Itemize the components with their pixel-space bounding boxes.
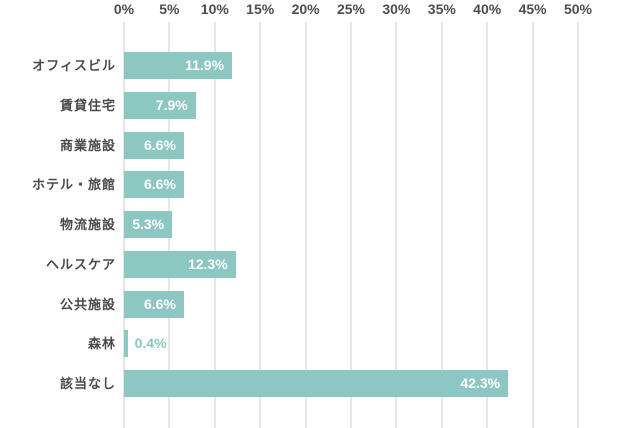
value-label: 12.3% — [187, 255, 228, 272]
bar: 42.3% — [124, 370, 509, 397]
bar: 7.9% — [124, 91, 196, 119]
bar: 6.6% — [124, 290, 184, 318]
value-label: 0.4% — [134, 335, 167, 352]
category-label: 賃貸住宅 — [59, 97, 116, 113]
value-label: 7.9% — [155, 96, 188, 113]
category-label: ホテル・旅館 — [31, 177, 116, 193]
bar-row: 6.6% — [124, 131, 578, 159]
bar-row: 6.6% — [124, 171, 578, 199]
bar-row: 5.3% — [124, 211, 578, 238]
gridline — [577, 22, 579, 428]
gridline — [259, 22, 261, 428]
x-axis: 0% 5% 10% 15% 20% 25% 30% 35% 40% 45% 50% — [114, 0, 592, 22]
x-tick-label: 50% — [563, 1, 593, 17]
value-label: 6.6% — [144, 295, 176, 312]
bar — [124, 330, 128, 358]
gridline — [395, 22, 397, 428]
bar-row: 12.3% — [124, 250, 578, 278]
gridline — [214, 22, 216, 428]
category-label: 公共施設 — [59, 296, 116, 312]
gridline — [532, 22, 534, 428]
x-tick-label: 20% — [291, 1, 320, 17]
bar: 5.3% — [124, 211, 173, 238]
bar: 12.3% — [124, 250, 236, 278]
category-label: 該当なし — [59, 376, 116, 391]
x-tick-label: 35% — [427, 1, 456, 17]
gridline — [441, 22, 443, 428]
bar-row: 0.4% — [124, 330, 578, 358]
gridline — [305, 22, 307, 428]
category-label: 森林 — [87, 336, 116, 352]
x-tick-label: 40% — [473, 1, 502, 17]
category-label: 商業施設 — [59, 137, 116, 153]
bar: 6.6% — [124, 131, 184, 159]
bar-row: 6.6% — [124, 290, 578, 318]
bar-row: 11.9% — [124, 52, 578, 79]
category-label: 物流施設 — [59, 217, 116, 232]
value-label: 11.9% — [185, 57, 225, 73]
bar-row: 42.3% — [124, 370, 578, 397]
value-label: 6.6% — [144, 176, 176, 193]
value-label: 5.3% — [132, 216, 165, 232]
x-tick-label: 45% — [518, 1, 547, 17]
gridline — [350, 22, 352, 428]
value-label: 42.3% — [460, 375, 501, 391]
x-tick-label: 25% — [336, 1, 366, 17]
x-tick-label: 10% — [200, 1, 229, 17]
x-tick-label: 30% — [382, 1, 411, 17]
bar-rows: 11.9% 7.9% 6.6% 6.6% 5.3% 12.3% 6.6% 0.4% 42.3% — [124, 22, 578, 428]
category-labels: オフィスビル賃貸住宅商業施設ホテル・旅館物流施設ヘルスケア公共施設森林該当なし — [0, 22, 116, 428]
category-label: オフィスビル — [32, 58, 116, 73]
value-label: 6.6% — [144, 136, 176, 153]
category-label: ヘルスケア — [45, 256, 116, 272]
x-tick-label: 0% — [113, 1, 135, 17]
bar: 11.9% — [124, 52, 233, 79]
plot-area: 11.9% 7.9% 6.6% 6.6% 5.3% 12.3% 6.6% 0.4% 42.3% — [123, 22, 579, 428]
x-tick-label: 15% — [246, 1, 275, 17]
gridline — [486, 22, 488, 428]
bar-row: 7.9% — [124, 91, 578, 119]
x-tick-label: 5% — [159, 1, 180, 17]
bar: 6.6% — [124, 171, 184, 199]
